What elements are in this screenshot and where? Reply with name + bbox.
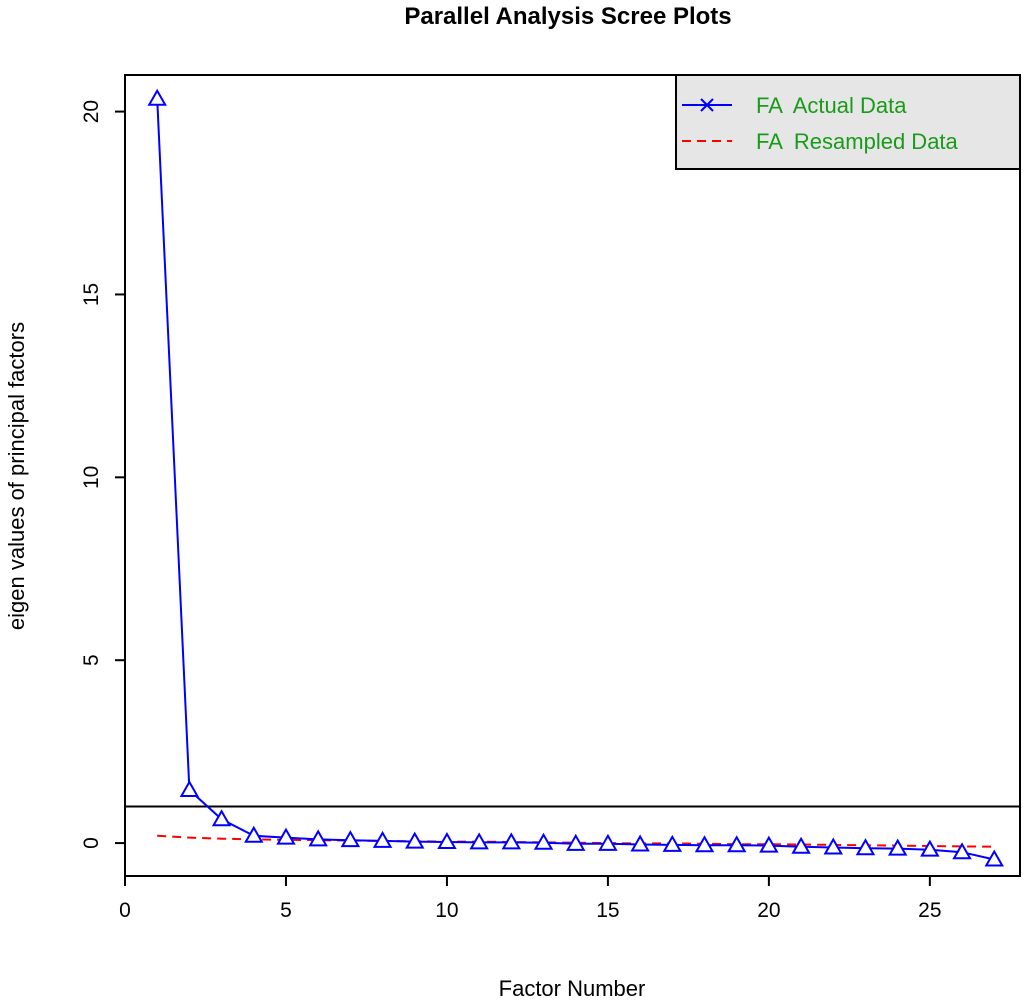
data-point-actual (437, 831, 457, 849)
data-point-actual (147, 88, 167, 106)
x-axis-title: Factor Number (499, 976, 646, 1001)
data-point-actual (308, 829, 328, 847)
data-point-actual (759, 835, 779, 853)
data-point-actual (920, 839, 940, 857)
data-point-actual (984, 849, 1004, 867)
data-point-actual (630, 834, 650, 852)
y-tick-label: 20 (80, 100, 103, 123)
x-tick-label: 25 (918, 899, 941, 922)
data-point-actual (855, 838, 876, 856)
data-point-actual (887, 838, 908, 856)
chart-title: Parallel Analysis Scree Plots (404, 3, 731, 30)
chart-legend: FA Actual Data FA Resampled Data (675, 74, 1021, 170)
data-point-actual (340, 830, 361, 848)
data-point-actual (726, 835, 747, 853)
data-point-actual (501, 832, 522, 850)
x-tick-label: 10 (435, 899, 458, 922)
legend-label: FA Actual Data (756, 93, 907, 118)
data-point-actual (823, 837, 843, 855)
data-point-actual (469, 832, 489, 850)
x-tick-label: 15 (596, 899, 619, 922)
data-point-actual (276, 827, 296, 845)
y-tick-label: 15 (80, 283, 103, 306)
data-point-actual (533, 832, 554, 850)
legend-box (675, 74, 1021, 170)
y-tick-label: 5 (80, 654, 103, 666)
data-point-actual (662, 834, 683, 852)
data-point-actual (405, 831, 425, 849)
data-point-actual (179, 780, 200, 798)
x-tick-label: 20 (757, 899, 780, 922)
data-point-actual (565, 833, 586, 851)
data-point-actual (372, 830, 393, 848)
x-tick-label: 5 (280, 899, 292, 922)
legend-label: FA Resampled Data (756, 129, 959, 154)
series-line-actual-data (156, 98, 995, 861)
x-tick-label: 0 (119, 899, 131, 922)
y-axis-title: eigen values of principal factors (4, 322, 29, 630)
y-tick-label: 10 (80, 466, 103, 489)
data-point-actual (244, 825, 264, 843)
data-point-actual (598, 833, 618, 851)
plot-area-frame (124, 74, 1021, 877)
data-point-actual (791, 836, 811, 854)
data-point-actual (952, 842, 972, 860)
series-line-resampled-data (157, 834, 995, 848)
data-point-actual (694, 835, 715, 853)
legend-x-marker (700, 98, 714, 112)
data-point-actual (211, 809, 232, 827)
y-tick-label: 0 (80, 837, 103, 849)
